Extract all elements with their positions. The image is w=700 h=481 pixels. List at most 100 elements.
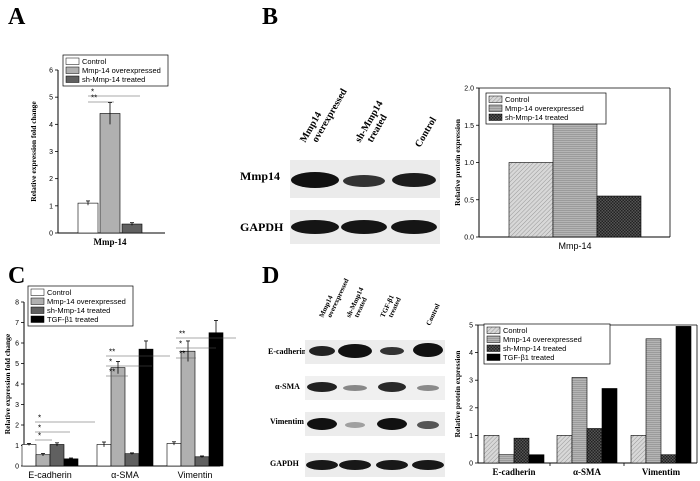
blot-band [291,172,339,188]
legend-swatch [65,66,80,74]
legend-label: Mmp-14 overexpressed [505,104,584,113]
blot-band [417,385,439,391]
chart-a: 0 1 2 3 4 5 6 Relative expression fold change Mm… [29,54,169,247]
significance-mark: ** [109,348,115,357]
blot-b-row-mmp14: Mmp14 [240,169,280,183]
bar [645,338,662,464]
bar [660,454,677,464]
bar [483,435,500,464]
category-label: α-SMA [111,470,139,480]
legend-label: Control [47,288,72,297]
y-tick-label: 5 [15,361,19,368]
legend-swatch [488,113,503,121]
bar [556,435,573,464]
bar [586,428,603,464]
legend-label: sh-Mmp-14 treated [47,306,110,315]
category-label: Vimentim [642,467,681,477]
blot-band [338,344,372,358]
category-label: Mmp-14 [94,237,127,247]
legend-swatch [30,315,45,323]
legend-label: sh-Mmp-14 treated [82,75,145,84]
bar [138,348,154,467]
bar [110,367,126,467]
y-tick-label: 3 [15,402,19,409]
blot-band [291,220,339,234]
bar [552,117,598,238]
y-tick-label: 1.0 [464,160,474,167]
bar [99,113,121,234]
y-axis-label: Relative protein expression [453,118,462,206]
blot-d: Mmp14 overexpressed sh-Mmp14 treated TGF… [268,277,445,477]
y-tick-label: 2 [49,176,53,183]
blot-band [392,173,436,187]
bar [194,456,210,467]
significance-mark: * [179,340,182,349]
legend-swatch [30,297,45,305]
blot-d-lane-label: Control [425,302,442,326]
y-tick-label: 8 [15,300,19,307]
legend-box [485,92,607,125]
bar [601,388,618,464]
legend-label: Control [503,326,528,335]
legend-box [27,285,134,327]
y-tick-label: 6 [15,341,19,348]
y-tick-label: 5 [469,323,473,330]
blot-b: Mmp14 overexpressed sh-Mmp14 treated Con… [240,87,440,244]
y-tick-label: 2.0 [464,86,474,93]
significance-mark: ** [109,368,115,377]
panel-letter-d: D [262,263,279,289]
blot-band [306,460,338,470]
y-axis-label: Relative protein expression [453,350,462,438]
legend-label: Control [505,95,530,104]
y-tick-label: 4 [469,350,473,357]
blot-band [307,418,337,430]
panel-letter-a: A [8,4,26,30]
blot-band [343,175,385,187]
y-tick-label: 6 [49,68,53,75]
y-tick-label: 2 [15,423,19,430]
blot-d-row-label: Vimentim [270,417,304,426]
blot-d-row-label: E-cadherin [268,347,307,356]
legend-swatch [486,335,501,343]
significance-mark: * [38,414,41,423]
blot-band [307,382,337,392]
blot-band [345,422,365,428]
chart-c: 0 1 2 3 4 5 6 7 8 Relative expression fold change… [3,285,236,480]
bar [208,332,224,467]
legend-swatch [65,75,80,83]
blot-band [412,460,444,470]
y-tick-label: 1.5 [464,123,474,130]
legend-swatch [488,95,503,103]
y-tick-label: 4 [15,382,19,389]
blot-band [341,220,387,234]
legend-label: TGF-β1 treated [47,315,98,324]
bar [508,162,554,238]
bar [180,350,196,467]
bar [35,454,51,467]
y-tick-label: 5 [49,95,53,102]
significance-mark: * [38,432,41,441]
bar [124,453,140,467]
bar [675,326,692,464]
bar [528,454,545,464]
legend-label: TGF-β1 treated [503,353,554,362]
panel-d: D Mmp14 overexpressed sh-Mmp14 treated T… [262,263,698,477]
y-axis-label: Relative expression fold change [29,101,38,202]
bar [630,435,647,464]
blot-band [343,385,367,391]
panel-b: B Mmp14 overexpressed sh-Mmp14 treated C… [240,4,671,251]
legend-swatch [30,288,45,296]
bar [498,454,515,464]
bar [96,444,112,467]
legend-label: Mmp-14 overexpressed [82,66,161,75]
blot-band [309,346,335,356]
significance-mark: * [109,358,112,367]
y-tick-label: 7 [15,320,19,327]
category-label: α-SMA [573,467,602,477]
panel-letter-b: B [262,4,278,30]
significance-mark: ** [179,330,185,339]
blot-b-lane-label-3: Control [413,115,439,149]
category-label: E-cadherin [28,470,72,480]
category-label: Vimentin [178,470,213,480]
legend-swatch [486,353,501,361]
